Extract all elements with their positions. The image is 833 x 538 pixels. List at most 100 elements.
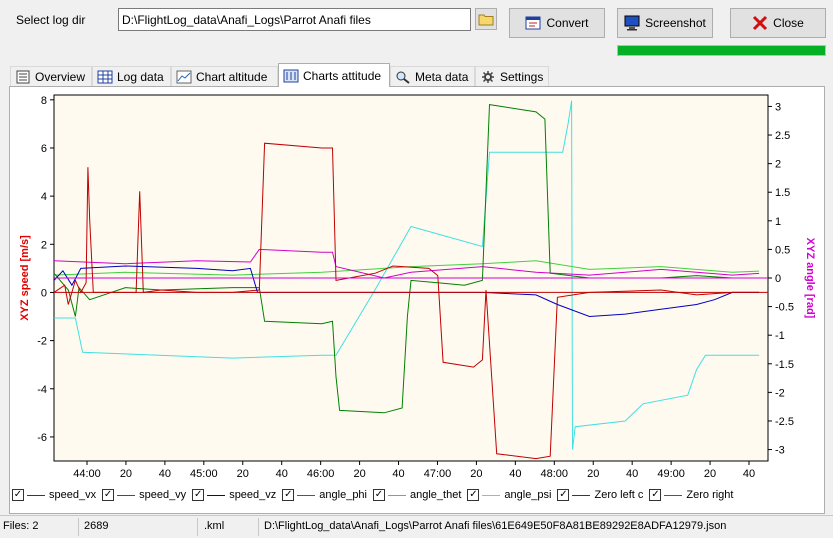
tab-chart-altitude-label: Chart altitude bbox=[196, 69, 268, 84]
legend-checkbox[interactable]: ✓ bbox=[557, 489, 570, 501]
settings-icon bbox=[482, 70, 494, 83]
tab-log-data[interactable]: Log data bbox=[92, 66, 171, 86]
legend-checkbox[interactable]: ✓ bbox=[12, 489, 24, 501]
x-tick-label: 48:00 bbox=[541, 468, 569, 480]
chart-icon bbox=[176, 70, 192, 83]
browse-folder-button[interactable] bbox=[475, 8, 497, 30]
legend-checkbox[interactable]: ✓ bbox=[467, 489, 480, 501]
table-icon bbox=[97, 70, 113, 83]
legend-item-angle_psi[interactable]: ✓ angle_psi bbox=[467, 489, 551, 501]
convert-label: Convert bbox=[546, 16, 589, 30]
screenshot-button[interactable]: Screenshot bbox=[617, 8, 713, 38]
legend-item-zero-left-c[interactable]: ✓ Zero left c bbox=[557, 489, 643, 501]
status-count: 2689 bbox=[84, 520, 109, 532]
tab-overview-label: Overview bbox=[35, 69, 86, 84]
chart-legend: ✓ speed_vx ✓ speed_vy ✓ speed_vz ✓ angle_phi ✓ an… bbox=[12, 484, 824, 506]
legend-label: Zero left c bbox=[594, 489, 644, 501]
progress-fill bbox=[618, 46, 825, 55]
legend-swatch bbox=[482, 494, 501, 496]
status-files: Files: 2 bbox=[3, 520, 39, 532]
status-bar: Files: 2 2689 .kml D:\FlightLog_data\Ana… bbox=[0, 515, 833, 538]
legend-item-angle_phi[interactable]: ✓ angle_phi bbox=[282, 489, 367, 501]
y2-tick-label: -2 bbox=[775, 387, 785, 399]
tab-chart-altitude[interactable]: Chart altitude bbox=[171, 66, 278, 86]
y2-tick-label: 3 bbox=[775, 101, 781, 113]
legend-label: speed_vz bbox=[229, 489, 277, 501]
y2-tick-label: 1.5 bbox=[775, 187, 790, 199]
legend-item-angle_thet[interactable]: ✓ angle_thet bbox=[373, 489, 461, 501]
legend-checkbox[interactable]: ✓ bbox=[192, 489, 205, 501]
tab-charts-attitude[interactable]: Charts attitude bbox=[278, 63, 390, 87]
legend-checkbox[interactable]: ✓ bbox=[102, 489, 115, 501]
close-label: Close bbox=[773, 16, 804, 30]
tab-settings[interactable]: Settings bbox=[475, 66, 549, 86]
y-axis-label: XYZ speed [m/s] bbox=[19, 235, 31, 321]
legend-label: Zero right bbox=[686, 489, 734, 501]
legend-swatch bbox=[297, 494, 316, 496]
attitude-chart[interactable]: 86420-2-4-632.521.510.50-0.5-1-1.5-2-2.5… bbox=[10, 87, 824, 483]
x-tick-label: 20 bbox=[120, 468, 132, 480]
x-tick-label: 20 bbox=[470, 468, 482, 480]
y-tick-label: 0 bbox=[41, 287, 47, 299]
status-path: D:\FlightLog_data\Anafi_Logs\Parrot Anaf… bbox=[264, 520, 727, 532]
x-tick-label: 40 bbox=[626, 468, 638, 480]
x-tick-label: 40 bbox=[743, 468, 755, 480]
y2-tick-label: -1 bbox=[775, 330, 785, 342]
attitude-icon bbox=[283, 69, 299, 82]
series-speed_vy-line bbox=[53, 104, 760, 414]
legend-swatch bbox=[388, 494, 406, 496]
legend-label: speed_vx bbox=[49, 489, 97, 501]
y-tick-label: -4 bbox=[37, 384, 47, 396]
legend-label: angle_thet bbox=[410, 489, 462, 501]
legend-checkbox[interactable]: ✓ bbox=[649, 489, 662, 501]
close-button[interactable]: Close bbox=[730, 8, 826, 38]
tab-charts-attitude-label: Charts attitude bbox=[303, 68, 382, 83]
legend-item-speed_vx[interactable]: ✓ speed_vx bbox=[12, 489, 96, 501]
legend-label: speed_vy bbox=[139, 489, 187, 501]
legend-item-speed_vy[interactable]: ✓ speed_vy bbox=[102, 489, 186, 501]
legend-swatch bbox=[117, 494, 136, 496]
status-extension: .kml bbox=[204, 520, 225, 532]
x-tick-label: 40 bbox=[392, 468, 404, 480]
legend-checkbox[interactable]: ✓ bbox=[373, 489, 385, 501]
legend-label: angle_psi bbox=[504, 489, 552, 501]
select-log-dir-label: Select log dir bbox=[16, 13, 86, 27]
y-tick-label: -2 bbox=[37, 336, 47, 348]
log-dir-input[interactable] bbox=[118, 8, 471, 31]
y-tick-label: 4 bbox=[41, 191, 47, 203]
legend-checkbox[interactable]: ✓ bbox=[282, 489, 295, 501]
x-tick-label: 47:00 bbox=[424, 468, 452, 480]
tab-meta-data[interactable]: Meta data bbox=[390, 66, 475, 86]
series-angle_thet-line bbox=[53, 260, 760, 276]
legend-label: angle_phi bbox=[319, 489, 367, 501]
x-tick-label: 46:00 bbox=[307, 468, 335, 480]
close-icon bbox=[752, 15, 768, 31]
screenshot-label: Screenshot bbox=[645, 16, 706, 30]
y2-axis-label: XYZ angle [rad] bbox=[804, 238, 816, 319]
monitor-icon bbox=[624, 15, 640, 31]
x-tick-label: 20 bbox=[353, 468, 365, 480]
tab-overview[interactable]: Overview bbox=[10, 66, 92, 86]
legend-item-zero-right[interactable]: ✓ Zero right bbox=[649, 489, 733, 501]
y-tick-label: -6 bbox=[37, 432, 47, 444]
folder-icon bbox=[478, 14, 494, 26]
y2-tick-label: 1 bbox=[775, 216, 781, 228]
x-tick-label: 45:00 bbox=[190, 468, 218, 480]
legend-swatch bbox=[572, 494, 591, 496]
x-tick-label: 44:00 bbox=[73, 468, 101, 480]
legend-swatch bbox=[664, 494, 683, 496]
x-tick-label: 20 bbox=[704, 468, 716, 480]
y-tick-label: 8 bbox=[41, 95, 47, 107]
y2-tick-label: -1.5 bbox=[775, 359, 794, 371]
y2-tick-label: -0.5 bbox=[775, 302, 794, 314]
tab-meta-data-label: Meta data bbox=[415, 69, 469, 84]
y-tick-label: 2 bbox=[41, 239, 47, 251]
x-tick-label: 40 bbox=[159, 468, 171, 480]
y-tick-label: 6 bbox=[41, 143, 47, 155]
legend-item-speed_vz[interactable]: ✓ speed_vz bbox=[192, 489, 276, 501]
convert-button[interactable]: Convert bbox=[509, 8, 605, 38]
y2-tick-label: 2 bbox=[775, 159, 781, 171]
x-tick-label: 49:00 bbox=[657, 468, 685, 480]
series-speed_vx-line bbox=[53, 142, 760, 460]
x-tick-label: 40 bbox=[276, 468, 288, 480]
